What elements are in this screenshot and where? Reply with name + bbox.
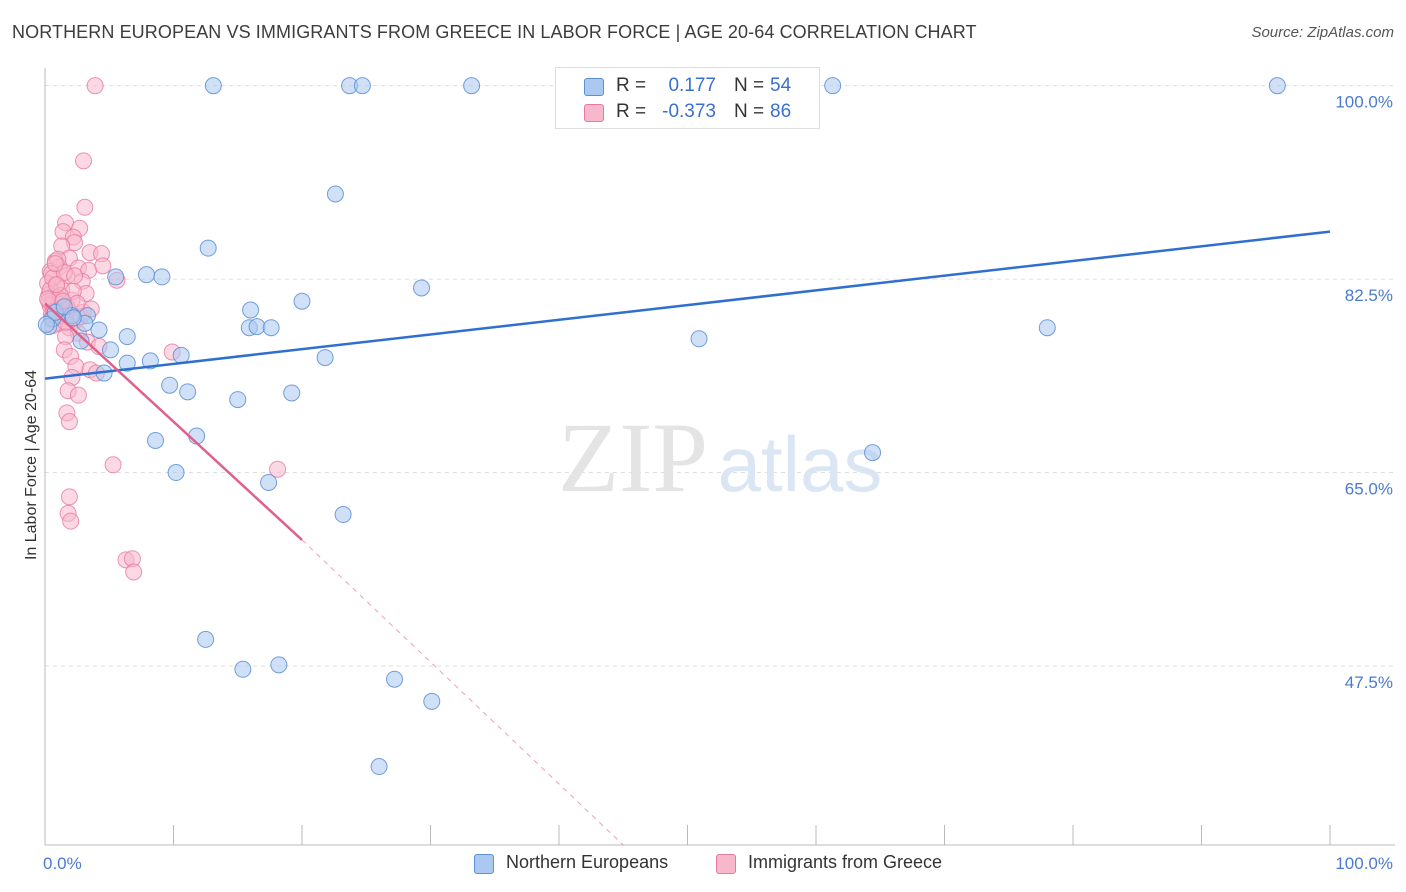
point-northern-european (197, 630, 215, 648)
legend-label-immigrants-greece: Immigrants from Greece (748, 852, 943, 872)
point-northern-european (64, 309, 82, 327)
point-northern-european (262, 319, 280, 337)
point-northern-european (293, 292, 311, 310)
point-northern-european (248, 318, 266, 336)
point-northern-european (161, 376, 179, 394)
legend-r-label: R = (616, 75, 647, 96)
point-northern-european (283, 384, 301, 402)
point-northern-european (463, 77, 481, 95)
series-northern-european-points (37, 77, 1286, 776)
legend-r-value: -0.373 (662, 101, 716, 122)
point-northern-european (334, 506, 352, 524)
point-northern-european (107, 268, 125, 286)
point-immigrants-greece (69, 386, 87, 404)
point-northern-european (37, 315, 55, 333)
watermark-zip: ZIP (558, 402, 708, 513)
point-northern-european (90, 321, 108, 339)
legend-r-label: R = (616, 101, 647, 122)
y-tick-label: 100.0% (1335, 93, 1393, 112)
source-credit: Source: ZipAtlas.com (1251, 24, 1394, 41)
legend-swatch-pink (584, 104, 604, 122)
point-northern-european (353, 77, 371, 95)
point-immigrants-greece (62, 512, 80, 530)
x-tick-label-min: 0.0% (43, 854, 82, 873)
point-northern-european (172, 346, 190, 364)
watermark: ZIP atlas (558, 402, 882, 513)
legend-label-northern-europeans: Northern Europeans (506, 852, 669, 872)
point-northern-european (153, 268, 171, 286)
point-northern-european (138, 266, 156, 284)
legend-row-greece: R = -0.373 N = 86 (556, 101, 821, 127)
legend-r-value: 0.177 (668, 75, 716, 96)
legend-row-northern-european: R = 0.177 N = 54 (556, 75, 821, 101)
trend-line-greece-solid (44, 302, 303, 541)
point-immigrants-greece (104, 456, 122, 474)
point-northern-european (864, 444, 882, 462)
x-tick-label-max: 100.0% (1335, 854, 1393, 873)
point-immigrants-greece (60, 488, 78, 506)
point-immigrants-greece (76, 198, 94, 216)
trend-line-northern-europeans (44, 230, 1331, 380)
point-northern-european (824, 77, 842, 95)
point-northern-european (234, 660, 252, 678)
trend-lines (44, 230, 1331, 846)
point-northern-european (386, 670, 404, 688)
point-northern-european (229, 391, 247, 409)
point-immigrants-greece (48, 276, 66, 294)
point-northern-european (1268, 77, 1286, 95)
point-northern-european (413, 279, 431, 297)
point-immigrants-greece (269, 460, 287, 478)
point-northern-european (102, 341, 120, 359)
point-immigrants-greece (60, 413, 78, 431)
watermark-atlas: atlas (718, 420, 883, 508)
point-immigrants-greece (75, 152, 93, 170)
tick-labels: 100.0% 82.5% 65.0% 47.5% 0.0% 100.0% (43, 93, 1393, 873)
stats-legend: R = 0.177 N = 54 R = -0.373 N = 86 (555, 67, 820, 129)
point-northern-european (1038, 319, 1056, 337)
point-northern-european (423, 692, 441, 710)
y-tick-label: 47.5% (1345, 673, 1393, 692)
point-northern-european (316, 349, 334, 367)
point-northern-european (118, 354, 136, 372)
legend-n-value: 86 (770, 101, 792, 122)
point-northern-european (242, 301, 260, 319)
y-axis-label: In Labor Force | Age 20-64 (23, 370, 40, 560)
legend-n-label: N = (734, 101, 765, 122)
grid-lines (45, 85, 1395, 667)
y-tick-label: 65.0% (1345, 480, 1393, 499)
legend-n-label: N = (734, 75, 765, 96)
point-immigrants-greece (94, 257, 112, 275)
point-northern-european (147, 431, 165, 449)
point-northern-european (260, 473, 278, 491)
series-legend: Northern Europeans Immigrants from Greec… (0, 852, 1406, 878)
point-immigrants-greece (66, 267, 84, 285)
legend-swatch-immigrants-greece (716, 854, 736, 874)
point-northern-european (204, 77, 222, 95)
point-northern-european (270, 656, 288, 674)
point-northern-european (370, 758, 388, 776)
point-northern-european (118, 328, 136, 346)
legend-swatch-blue (584, 78, 604, 96)
point-immigrants-greece (125, 563, 143, 581)
point-northern-european (326, 185, 344, 203)
point-immigrants-greece (46, 255, 64, 273)
point-northern-european (199, 239, 217, 257)
point-northern-european (179, 383, 197, 401)
chart-title: NORTHERN EUROPEAN VS IMMIGRANTS FROM GRE… (12, 22, 977, 42)
point-northern-european (167, 464, 185, 482)
point-northern-european (55, 298, 73, 316)
axes (44, 68, 1395, 846)
legend-n-value: 54 (770, 75, 792, 96)
point-northern-european (690, 330, 708, 348)
legend-swatch-northern-europeans (474, 854, 494, 874)
point-northern-european (72, 332, 90, 350)
trend-line-greece-dashed (301, 539, 624, 846)
y-tick-label: 82.5% (1345, 286, 1393, 305)
point-immigrants-greece (86, 77, 104, 95)
